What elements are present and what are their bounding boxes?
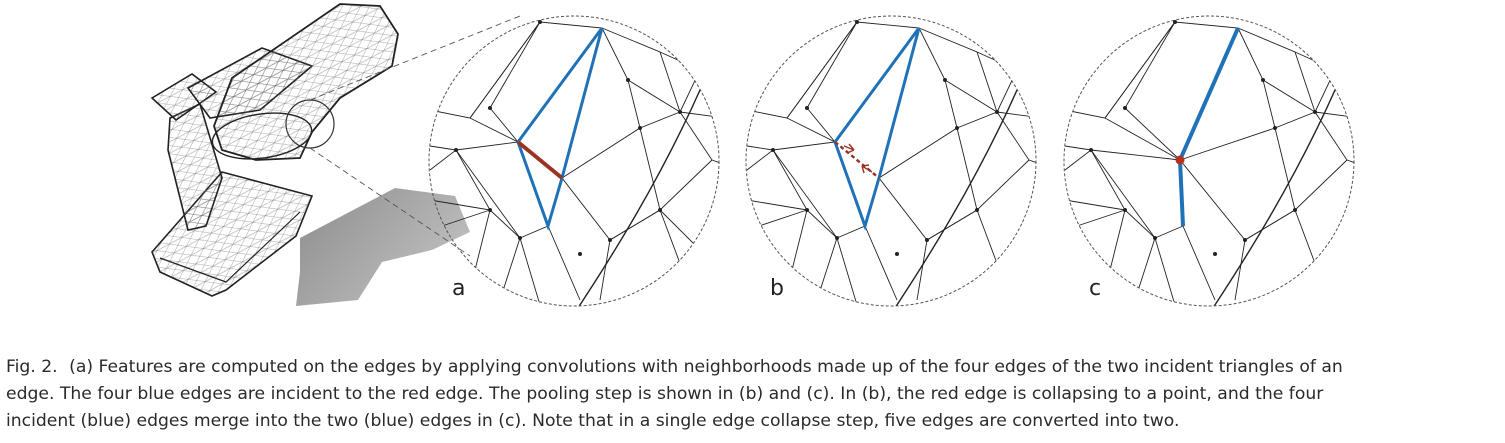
vertices-a bbox=[454, 20, 682, 256]
figure-caption: Fig. 2. (a) Features are computed on the… bbox=[6, 354, 1502, 435]
figure-number: Fig. 2. bbox=[6, 357, 58, 377]
blue-edges-a bbox=[516, 27, 604, 231]
panel-label-b: b bbox=[770, 276, 784, 301]
lamp-base bbox=[151, 171, 314, 297]
blue-edges-b bbox=[833, 27, 921, 231]
figure-illustration bbox=[150, 3, 1355, 307]
panel-c bbox=[1063, 15, 1355, 307]
figure: a b c bbox=[150, 3, 1355, 307]
panel-b bbox=[745, 15, 1037, 307]
panel-label-a: a bbox=[452, 276, 466, 301]
lamp-head bbox=[213, 3, 399, 161]
lamp-shadow bbox=[296, 188, 470, 306]
panel-label-c: c bbox=[1089, 276, 1102, 301]
vertices-b bbox=[771, 20, 999, 256]
caption-line-2: edge. The four blue edges are incident t… bbox=[6, 384, 1324, 404]
collapse-arrow-1 bbox=[843, 143, 855, 154]
panel-a bbox=[428, 15, 720, 307]
caption-line-3: incident (blue) edges merge into the two… bbox=[6, 411, 1180, 431]
red-edge-a bbox=[516, 140, 564, 180]
lamp-model bbox=[150, 3, 521, 306]
caption-line-1: Fig. 2. (a) Features are computed on the… bbox=[6, 354, 1502, 381]
vertices-c bbox=[1089, 20, 1317, 256]
red-edge-b-collapsing bbox=[834, 141, 880, 179]
collapsed-vertex bbox=[1175, 155, 1185, 165]
collapse-arrow-2 bbox=[861, 164, 873, 174]
caption-text-1: (a) Features are computed on the edges b… bbox=[69, 357, 1343, 377]
